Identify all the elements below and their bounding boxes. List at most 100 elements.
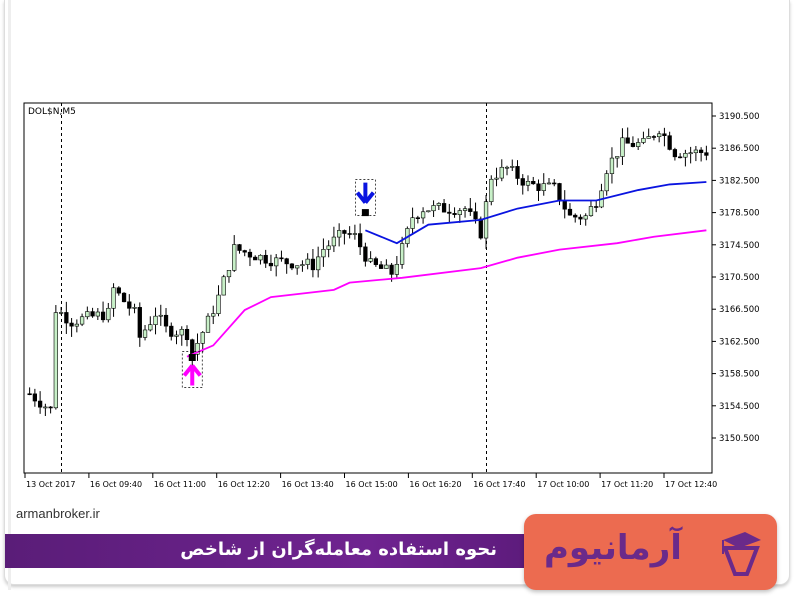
candle-body: [316, 256, 321, 271]
candle-body: [274, 257, 279, 267]
candle-body: [121, 292, 127, 303]
candle-body: [641, 138, 646, 143]
candle-body: [300, 264, 305, 267]
candle-body: [153, 315, 158, 325]
candle-body: [200, 332, 205, 344]
buy-signal-marker: [188, 354, 196, 361]
candle-body: [646, 136, 651, 139]
candle-body: [420, 211, 426, 219]
candle-body: [295, 265, 300, 269]
candle-body: [662, 133, 667, 137]
candle-body: [531, 180, 536, 185]
x-tick-label: 16 Oct 12:20: [218, 480, 270, 489]
candle-body: [615, 156, 620, 159]
candle-body: [363, 246, 368, 262]
candle-body: [43, 406, 48, 409]
candle-body: [447, 211, 452, 214]
buy-arrow-icon: [182, 364, 202, 386]
candle-body: [562, 200, 567, 210]
candle-body: [415, 217, 420, 219]
candle-body: [53, 312, 58, 409]
candle-body: [232, 244, 237, 271]
candle-body: [478, 218, 483, 239]
candle-body: [90, 311, 95, 317]
candle-body: [326, 245, 331, 250]
x-tick-label: 13 Oct 2017: [26, 480, 75, 489]
candle-body: [253, 256, 258, 261]
candle-body: [525, 180, 531, 186]
x-tick-label: 16 Oct 17:40: [473, 480, 525, 489]
candle-body: [651, 136, 657, 138]
candle-body: [342, 230, 347, 234]
y-tick-label: 3158.500: [719, 370, 760, 380]
candle-body: [688, 152, 693, 155]
sell-signal-marker: [361, 209, 369, 217]
candle-body: [378, 264, 384, 269]
candle-body: [452, 213, 457, 215]
y-tick-label: 3174.500: [719, 241, 760, 251]
candle-body: [58, 312, 64, 314]
candle-body: [504, 166, 510, 169]
x-tick-label: 16 Oct 13:40: [282, 480, 334, 489]
left-edge: [8, 0, 11, 590]
y-tick-label: 3154.500: [719, 402, 760, 412]
candle-body: [116, 287, 121, 294]
y-tick-label: 3186.500: [719, 144, 760, 154]
title-band: نحوه استفاده معامله‌گران از شاخص: [5, 534, 527, 568]
candle-body: [284, 258, 289, 265]
candle-body: [184, 328, 190, 340]
x-tick-label: 16 Oct 15:00: [346, 480, 398, 489]
candle-body: [137, 307, 142, 338]
candle-body: [205, 315, 211, 333]
candle-body: [258, 254, 263, 261]
sell-arrow-icon: [355, 182, 375, 204]
candle-body: [85, 311, 90, 318]
candle-body: [515, 166, 520, 179]
candle-body: [667, 135, 672, 150]
candle-body: [620, 137, 625, 157]
candle-body: [698, 149, 704, 153]
candle-body: [357, 233, 363, 248]
candle-body: [132, 307, 137, 309]
candle-body: [704, 152, 709, 156]
site-url[interactable]: armanbroker.ir: [16, 506, 100, 521]
candle-body: [289, 263, 295, 269]
candle-body: [32, 393, 38, 402]
candle-body: [389, 264, 394, 275]
candle-body: [321, 249, 326, 258]
candle-body: [588, 206, 594, 217]
signal-box: [355, 179, 376, 216]
candle-body: [541, 183, 546, 191]
candle-body: [163, 314, 169, 327]
candle-body: [158, 314, 163, 317]
y-tick-label: 3190.500: [719, 112, 760, 122]
candle-body: [426, 210, 431, 213]
symbol-label: DOL$N,M5: [28, 107, 76, 117]
candle-body: [74, 323, 79, 327]
candle-body: [436, 203, 441, 206]
candle-body: [148, 324, 153, 331]
x-tick-label: 16 Oct 09:40: [90, 480, 142, 489]
candle-body: [169, 325, 174, 337]
candle-body: [179, 328, 184, 336]
candle-body: [520, 178, 525, 186]
candle-body: [331, 236, 337, 247]
price-chart: DOL$N,M5 3190.500 3186.500 3182.500 3178.50…: [23, 102, 760, 489]
candle-body: [399, 243, 405, 265]
candle-body: [678, 156, 683, 159]
candle-body: [552, 182, 557, 185]
candle-body: [268, 262, 274, 267]
logo: آرمانیوم: [524, 514, 777, 590]
candle-body: [237, 244, 242, 251]
graduation-cap-icon: [722, 532, 761, 576]
candle-body: [468, 208, 473, 212]
candle-body: [69, 322, 74, 327]
plot-area: [23, 102, 713, 474]
candle-body: [483, 201, 489, 239]
candle-body: [368, 258, 373, 262]
article-title: نحوه استفاده معامله‌گران از شاخص: [180, 539, 497, 560]
candle-body: [221, 276, 226, 296]
x-tick-label: 17 Oct 12:40: [665, 480, 717, 489]
candle-body: [174, 334, 179, 337]
candle-body: [247, 251, 253, 258]
